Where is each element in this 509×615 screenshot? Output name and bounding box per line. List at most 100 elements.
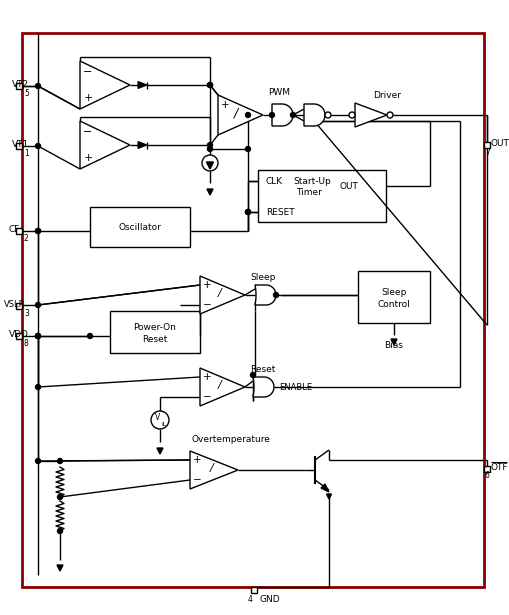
- Circle shape: [386, 112, 392, 118]
- Text: CLK: CLK: [266, 177, 282, 186]
- Polygon shape: [80, 61, 130, 109]
- Circle shape: [58, 459, 63, 464]
- Bar: [110, 311, 200, 353]
- Circle shape: [58, 528, 63, 533]
- Text: Bias: Bias: [384, 341, 403, 349]
- Polygon shape: [80, 121, 130, 169]
- Polygon shape: [157, 448, 163, 454]
- Polygon shape: [217, 95, 263, 135]
- Bar: [483, 142, 489, 148]
- Circle shape: [348, 112, 354, 118]
- Bar: [258, 170, 385, 222]
- Text: OUT: OUT: [340, 181, 358, 191]
- Text: PWM: PWM: [267, 87, 290, 97]
- Text: +: +: [83, 93, 93, 103]
- Polygon shape: [57, 565, 63, 571]
- Text: −: −: [192, 475, 201, 485]
- Text: −: −: [202, 300, 211, 310]
- Circle shape: [36, 459, 40, 464]
- Text: CF: CF: [9, 224, 20, 234]
- Circle shape: [151, 411, 168, 429]
- Text: Sleep: Sleep: [381, 287, 406, 296]
- Circle shape: [88, 333, 92, 338]
- Circle shape: [36, 384, 40, 389]
- Polygon shape: [138, 82, 147, 89]
- Circle shape: [36, 84, 40, 89]
- Polygon shape: [320, 484, 328, 492]
- Polygon shape: [190, 451, 238, 489]
- Circle shape: [207, 82, 212, 87]
- Bar: [16, 228, 22, 234]
- Circle shape: [207, 143, 212, 148]
- Bar: [483, 466, 489, 472]
- Text: /: /: [218, 288, 221, 298]
- Text: IL: IL: [161, 421, 166, 426]
- Circle shape: [245, 210, 250, 215]
- Polygon shape: [252, 377, 273, 397]
- Polygon shape: [354, 103, 386, 127]
- Circle shape: [290, 113, 295, 117]
- Text: 1: 1: [24, 148, 29, 157]
- Circle shape: [245, 210, 250, 215]
- Text: Control: Control: [377, 300, 410, 309]
- Polygon shape: [303, 104, 324, 126]
- Text: Start-Up: Start-Up: [293, 177, 330, 186]
- Bar: [16, 83, 22, 89]
- Text: OUT: OUT: [490, 138, 509, 148]
- Circle shape: [269, 113, 274, 117]
- Bar: [16, 303, 22, 309]
- Text: Timer: Timer: [295, 188, 321, 197]
- Text: 5: 5: [24, 89, 29, 98]
- Text: Sleep: Sleep: [249, 272, 275, 282]
- Circle shape: [250, 373, 255, 378]
- Circle shape: [36, 303, 40, 308]
- Text: VT1: VT1: [12, 140, 29, 148]
- Circle shape: [207, 146, 212, 151]
- Circle shape: [36, 333, 40, 338]
- Text: Reset: Reset: [249, 365, 275, 373]
- Polygon shape: [390, 339, 396, 345]
- Text: Reset: Reset: [142, 335, 167, 344]
- Polygon shape: [200, 276, 244, 314]
- Text: VDD: VDD: [9, 330, 29, 338]
- Polygon shape: [200, 368, 244, 406]
- Text: −: −: [83, 67, 93, 77]
- Circle shape: [324, 112, 330, 118]
- Bar: [16, 143, 22, 149]
- Circle shape: [36, 229, 40, 234]
- Text: 7: 7: [484, 148, 489, 156]
- Polygon shape: [271, 104, 292, 126]
- Text: VSLP: VSLP: [4, 300, 25, 309]
- Text: VT2: VT2: [12, 79, 29, 89]
- Polygon shape: [254, 285, 275, 305]
- Text: GND: GND: [260, 595, 280, 605]
- Text: OTF: OTF: [490, 462, 507, 472]
- Text: V: V: [155, 413, 160, 423]
- Bar: [357, 271, 429, 323]
- Text: +: +: [83, 153, 93, 163]
- Circle shape: [207, 82, 212, 87]
- Text: Power-On: Power-On: [133, 322, 176, 331]
- Text: −: −: [83, 127, 93, 137]
- Polygon shape: [207, 189, 213, 195]
- Circle shape: [36, 333, 40, 338]
- Polygon shape: [326, 494, 331, 499]
- Circle shape: [36, 333, 40, 338]
- Text: ENABLE: ENABLE: [278, 383, 312, 392]
- Bar: [90, 207, 190, 247]
- Bar: [250, 587, 257, 593]
- Text: 8: 8: [24, 338, 29, 347]
- Text: 3: 3: [24, 309, 29, 317]
- Circle shape: [58, 494, 63, 499]
- Text: RESET: RESET: [266, 207, 294, 216]
- Text: 2: 2: [24, 234, 29, 242]
- Text: +: +: [192, 455, 201, 465]
- Text: /: /: [218, 380, 221, 390]
- Text: Overtemperature: Overtemperature: [191, 435, 270, 445]
- Text: 6: 6: [484, 472, 489, 480]
- Text: Driver: Driver: [372, 90, 400, 100]
- Text: +: +: [220, 100, 229, 110]
- Text: +: +: [202, 372, 211, 382]
- Circle shape: [245, 113, 250, 117]
- Text: 4: 4: [248, 595, 252, 605]
